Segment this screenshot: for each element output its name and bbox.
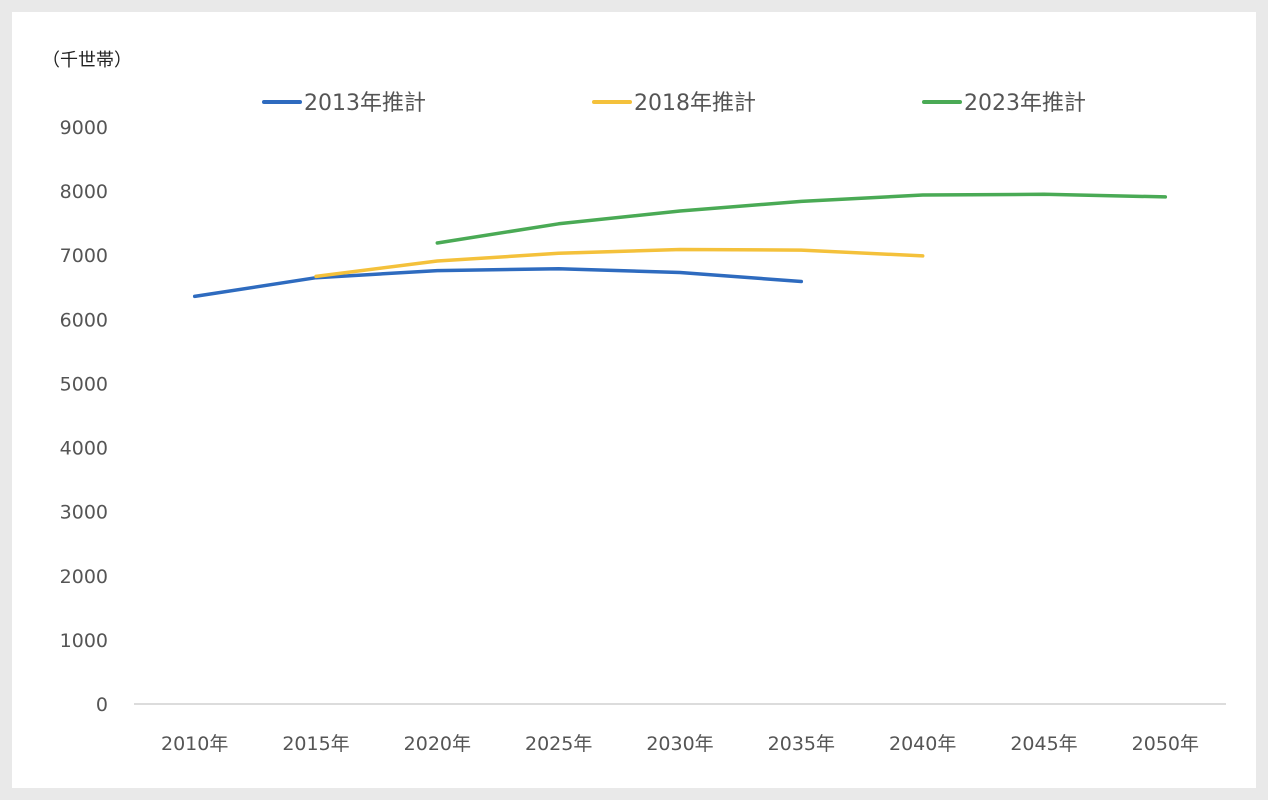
y-tick-label: 8000: [60, 181, 108, 203]
x-tick-label: 2020年: [404, 733, 471, 755]
y-axis-unit-label: （千世帯）: [42, 50, 132, 71]
y-tick-label: 3000: [60, 502, 108, 524]
x-tick-label: 2025年: [525, 733, 592, 755]
x-tick-label: 2050年: [1132, 733, 1199, 755]
x-tick-label: 2015年: [282, 733, 349, 755]
x-tick-label: 2035年: [768, 733, 835, 755]
series-line-3: [435, 192, 1168, 245]
legend-label-1: 2013年推計: [304, 91, 426, 116]
line-chart: 0 1000 2000 3000 4000 5000 6000 7000 8000 9000 201…: [60, 91, 1226, 755]
y-tick-label: 5000: [60, 373, 108, 395]
x-tick-label: 2010年: [161, 733, 228, 755]
y-tick-label: 2000: [60, 566, 108, 588]
legend-label-2: 2018年推計: [634, 91, 756, 116]
x-tick-label: 2045年: [1010, 733, 1077, 755]
series-line-2: [314, 247, 925, 279]
chart-panel: （千世帯） 0 1000 2000 3000 4000 5000 6000 7000 8000 9…: [12, 12, 1256, 788]
y-tick-label: 7000: [60, 245, 108, 267]
y-tick-label: 6000: [60, 309, 108, 331]
x-tick-label: 2030年: [646, 733, 713, 755]
y-tick-label: 9000: [60, 117, 108, 139]
legend-label-3: 2023年推計: [964, 91, 1086, 116]
x-tick-label: 2040年: [889, 733, 956, 755]
y-tick-label: 4000: [60, 438, 108, 460]
y-tick-label: 1000: [60, 630, 108, 652]
series-line-1: [192, 266, 804, 299]
y-tick-label: 0: [96, 694, 108, 716]
